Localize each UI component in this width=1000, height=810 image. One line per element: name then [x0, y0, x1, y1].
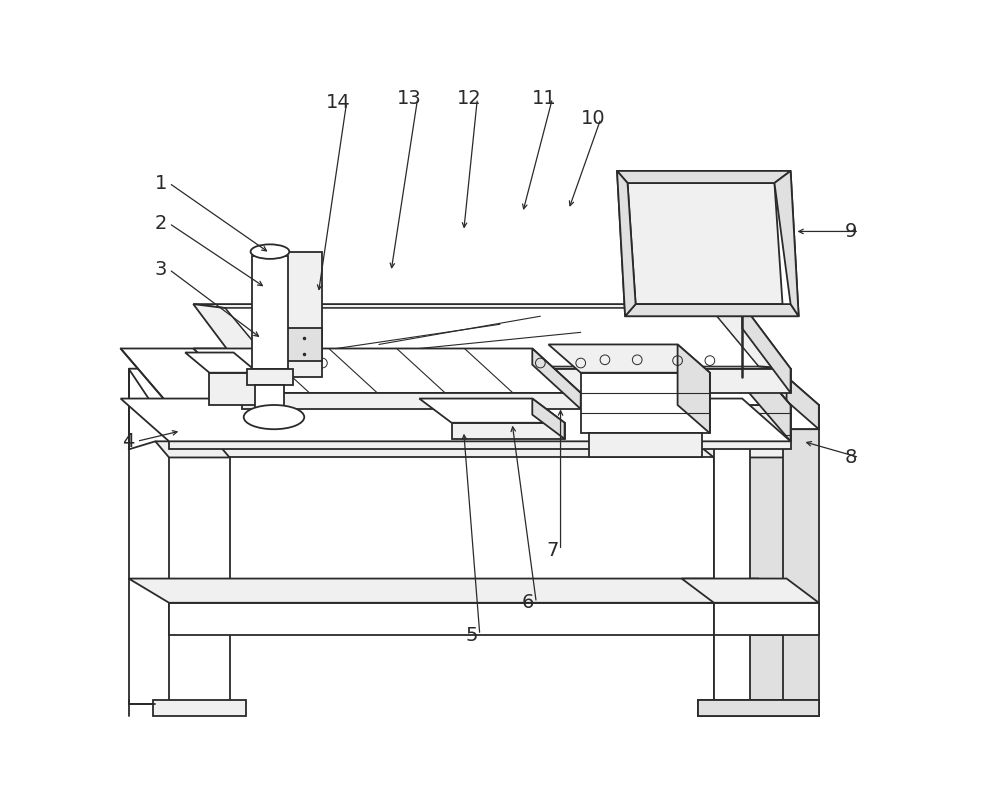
Polygon shape [169, 405, 791, 441]
Ellipse shape [251, 245, 289, 259]
Polygon shape [226, 308, 758, 366]
Polygon shape [714, 405, 819, 429]
Polygon shape [698, 700, 819, 716]
Text: 6: 6 [522, 593, 534, 612]
Text: 2: 2 [155, 214, 167, 233]
Text: 14: 14 [326, 93, 351, 112]
Text: 11: 11 [532, 89, 557, 108]
Polygon shape [129, 578, 799, 603]
Polygon shape [242, 366, 791, 369]
Polygon shape [169, 429, 799, 458]
Polygon shape [783, 429, 819, 700]
Polygon shape [742, 304, 791, 393]
Polygon shape [758, 369, 799, 458]
Polygon shape [193, 304, 274, 369]
Polygon shape [774, 171, 799, 316]
Polygon shape [185, 352, 258, 373]
Polygon shape [247, 369, 293, 385]
Polygon shape [714, 397, 799, 704]
Polygon shape [682, 377, 819, 405]
Polygon shape [169, 441, 791, 450]
Polygon shape [625, 304, 799, 316]
Polygon shape [714, 429, 750, 700]
Polygon shape [153, 700, 246, 716]
Text: 10: 10 [581, 109, 605, 128]
Text: 13: 13 [397, 89, 422, 108]
Polygon shape [758, 578, 799, 635]
Polygon shape [242, 369, 791, 393]
Text: 12: 12 [457, 89, 482, 108]
Text: 9: 9 [845, 222, 857, 241]
Text: 1: 1 [155, 173, 167, 193]
Polygon shape [714, 603, 819, 635]
Text: 5: 5 [465, 625, 478, 645]
Polygon shape [252, 256, 288, 369]
Polygon shape [714, 458, 799, 704]
Polygon shape [532, 399, 565, 439]
Ellipse shape [244, 405, 304, 429]
Polygon shape [581, 373, 710, 433]
Text: 3: 3 [155, 260, 167, 279]
Polygon shape [193, 348, 581, 393]
Polygon shape [628, 183, 783, 304]
Polygon shape [742, 348, 791, 441]
Polygon shape [682, 578, 819, 603]
Polygon shape [286, 252, 322, 377]
Polygon shape [589, 433, 702, 458]
Polygon shape [155, 441, 230, 458]
Polygon shape [129, 369, 799, 429]
Polygon shape [169, 458, 230, 704]
Polygon shape [787, 377, 819, 429]
Polygon shape [678, 405, 750, 429]
Polygon shape [419, 399, 565, 423]
Polygon shape [710, 304, 791, 369]
Polygon shape [548, 344, 710, 373]
Polygon shape [286, 328, 322, 360]
Text: 7: 7 [546, 541, 559, 560]
Polygon shape [750, 405, 819, 429]
Polygon shape [617, 171, 799, 316]
Polygon shape [121, 348, 791, 405]
Polygon shape [617, 171, 791, 183]
Polygon shape [169, 603, 799, 635]
Polygon shape [617, 171, 636, 316]
Polygon shape [698, 700, 819, 716]
Polygon shape [674, 425, 799, 458]
Polygon shape [532, 348, 581, 409]
Polygon shape [209, 373, 258, 405]
Text: 4: 4 [122, 432, 135, 451]
Polygon shape [121, 399, 791, 441]
Text: 8: 8 [845, 448, 857, 467]
Polygon shape [242, 393, 581, 409]
Polygon shape [255, 385, 284, 413]
Polygon shape [678, 344, 710, 433]
Polygon shape [193, 304, 742, 308]
Polygon shape [452, 423, 565, 439]
